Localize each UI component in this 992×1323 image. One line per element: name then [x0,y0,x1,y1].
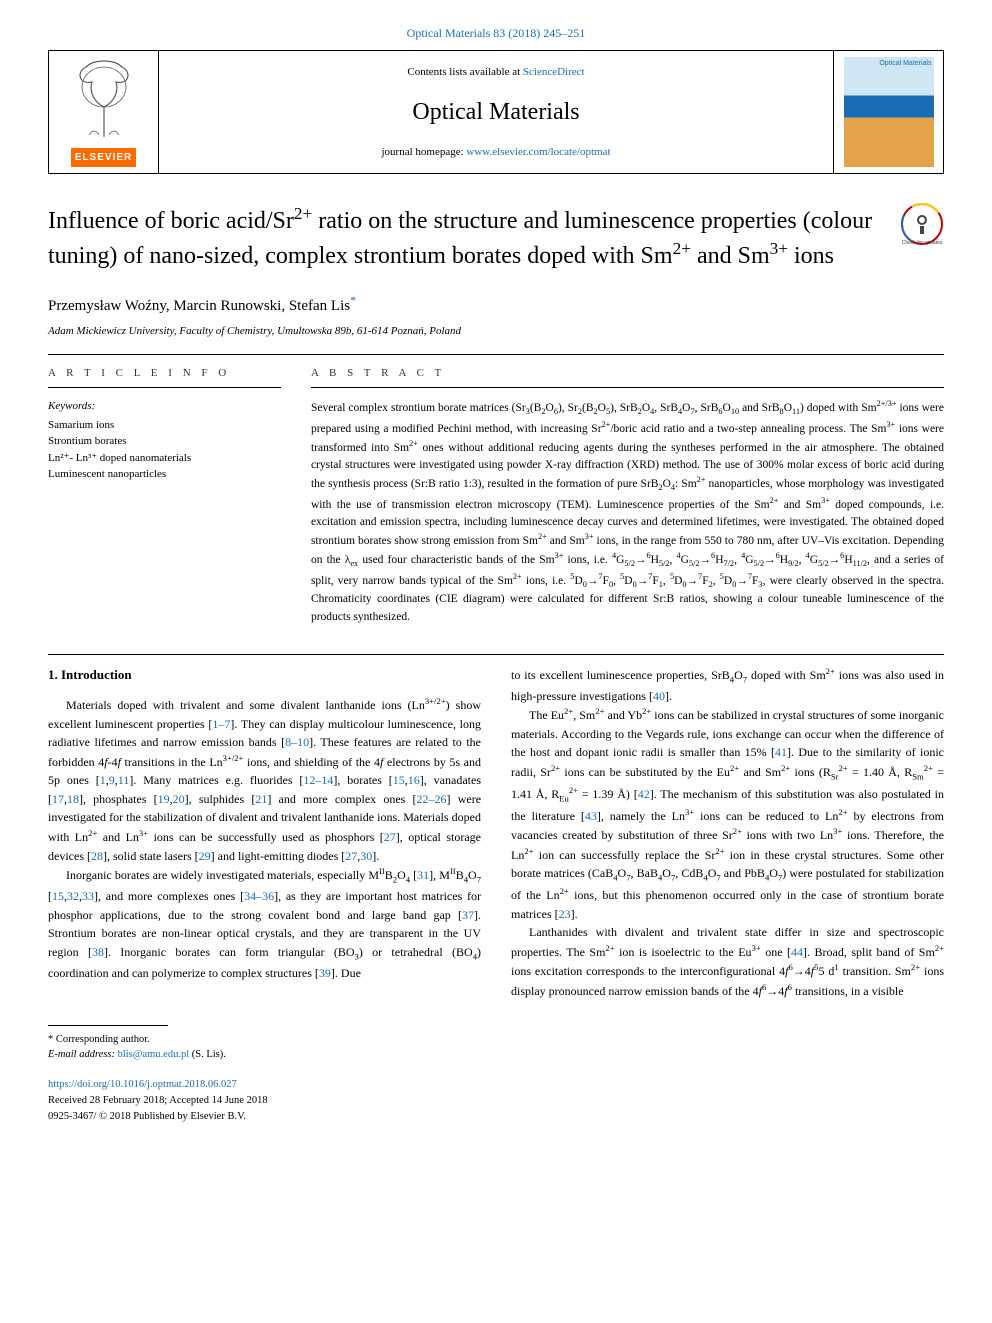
copyright-line: 0925-3467/ © 2018 Published by Elsevier … [48,1109,944,1125]
body-paragraph: to its excellent luminescence properties… [511,665,944,705]
keyword: Luminescent nanoparticles [48,466,281,483]
keyword: Ln²⁺- Ln³⁺ doped nanomaterials [48,450,281,467]
keyword: Samarium ions [48,417,281,434]
divider [48,1025,168,1026]
abstract-text: Several complex strontium borate matrice… [311,398,944,626]
cover-cell [833,51,943,173]
crossmark-label: Check for updates [902,240,943,246]
divider [48,654,944,655]
homepage-line: journal homepage: www.elsevier.com/locat… [382,144,611,161]
received-line: Received 28 February 2018; Accepted 14 J… [48,1093,944,1109]
body-paragraph: The Eu2+, Sm2+ and Yb2+ ions can be stab… [511,705,944,923]
publisher-brand: ELSEVIER [71,148,136,167]
divider [48,354,944,355]
divider [311,387,944,388]
masthead: ELSEVIER Contents lists available at Sci… [48,50,944,174]
keyword: Strontium borates [48,433,281,450]
masthead-center: Contents lists available at ScienceDirec… [159,51,833,173]
abstract-label: A B S T R A C T [311,365,944,382]
email-label: E-mail address: [48,1049,118,1060]
body-text: 1. Introduction Materials doped with tri… [48,665,944,1001]
footer: * Corresponding author. E-mail address: … [48,1025,944,1125]
homepage-link[interactable]: www.elsevier.com/locate/optmat [466,146,610,158]
doi-link[interactable]: https://doi.org/10.1016/j.optmat.2018.06… [48,1079,237,1090]
body-paragraph: Lanthanides with divalent and trivalent … [511,923,944,1000]
authors: Przemysław Woźny, Marcin Runowski, Stefa… [48,291,944,318]
affiliation: Adam Mickiewicz University, Faculty of C… [48,323,944,340]
publisher-logo-cell: ELSEVIER [49,51,159,173]
homepage-prefix: journal homepage: [382,146,467,158]
email-line: E-mail address: blis@amu.edu.pl (S. Lis)… [48,1047,944,1063]
article-info-column: A R T I C L E I N F O Keywords: Samarium… [48,365,281,626]
corresponding-author-note: * Corresponding author. [48,1032,944,1048]
keywords-heading: Keywords: [48,398,281,415]
contents-prefix: Contents lists available at [407,66,522,78]
email-link[interactable]: blis@amu.edu.pl [118,1049,190,1060]
sciencedirect-link[interactable]: ScienceDirect [523,66,585,78]
contents-line: Contents lists available at ScienceDirec… [407,64,584,81]
body-paragraph: Materials doped with trivalent and some … [48,695,481,865]
journal-reference: Optical Materials 83 (2018) 245–251 [48,24,944,42]
article-title: Influence of boric acid/Sr2+ ratio on th… [48,202,882,273]
article-info-label: A R T I C L E I N F O [48,365,281,382]
journal-name: Optical Materials [412,94,579,130]
section-heading: 1. Introduction [48,665,481,685]
divider [48,387,281,388]
elsevier-tree-icon [64,57,144,147]
email-suffix: (S. Lis). [189,1049,226,1060]
journal-cover-thumbnail [844,57,934,167]
crossmark-icon[interactable]: Check for updates [900,202,944,246]
body-paragraph: Inorganic borates are widely investigate… [48,865,481,982]
abstract-column: A B S T R A C T Several complex strontiu… [311,365,944,626]
